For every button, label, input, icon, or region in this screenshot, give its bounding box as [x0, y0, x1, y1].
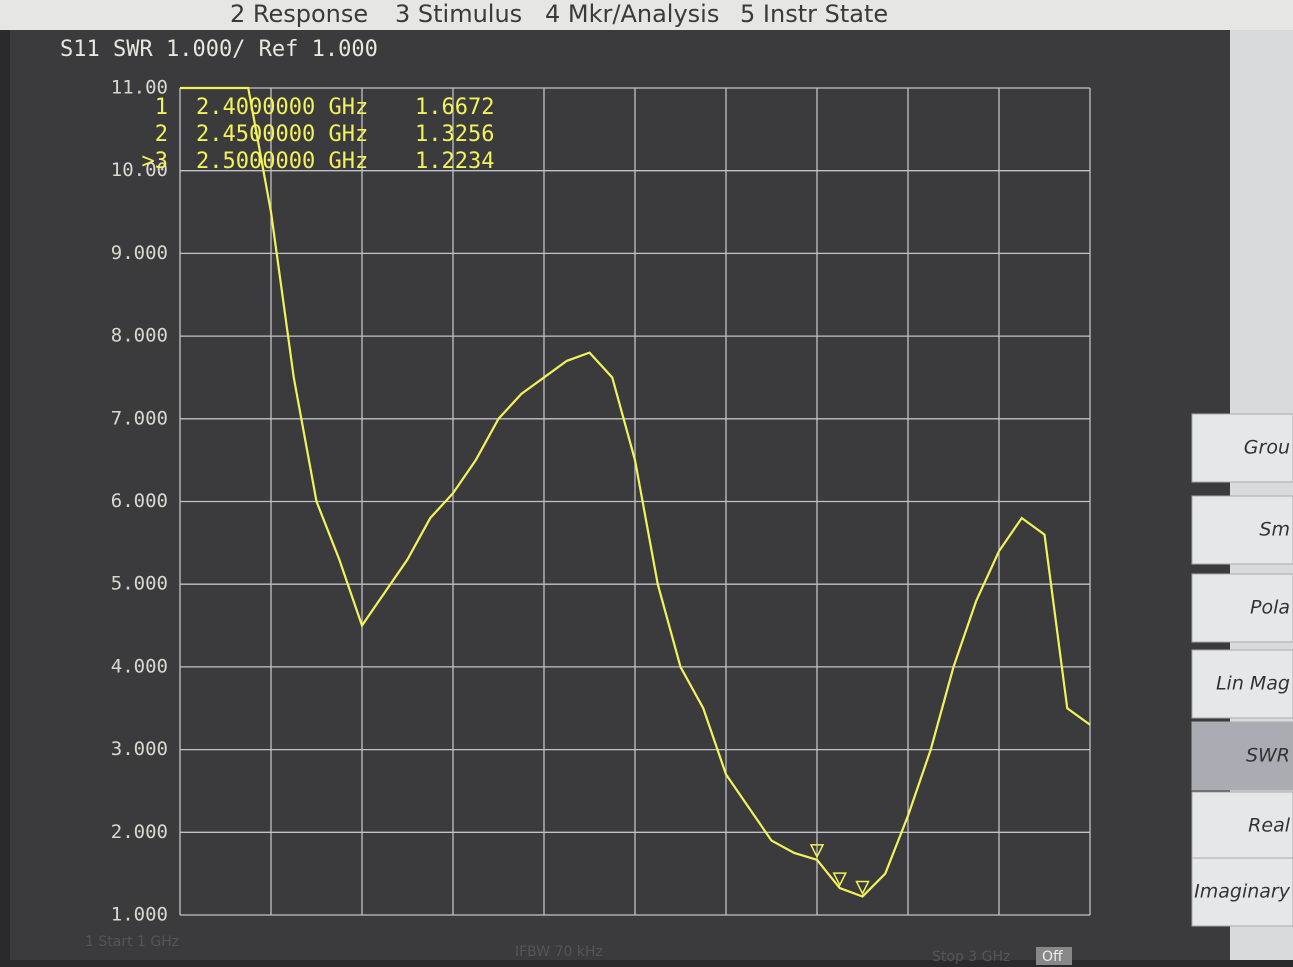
marker-id: 2 [155, 122, 168, 147]
softkey[interactable] [1191, 791, 1293, 861]
softkey[interactable] [1191, 495, 1293, 565]
y-tick-label: 9.000 [111, 242, 168, 264]
softkey-label[interactable]: Grou [1244, 437, 1290, 459]
menu-bar [0, 0, 1293, 30]
y-tick-label: 11.00 [111, 77, 168, 99]
y-tick-label: 1.000 [111, 904, 168, 926]
trace-line [180, 86, 1091, 898]
marker-id: 1 [155, 95, 168, 120]
y-tick-label: 10.00 [111, 159, 168, 181]
softkey-label[interactable]: Real [1248, 815, 1291, 837]
status: Off [1042, 949, 1063, 965]
y-tick-label: 8.000 [111, 325, 168, 347]
ifbw: IFBW 70 kHz [515, 944, 603, 960]
marker-freq: 2.4000000 GHz [196, 95, 368, 120]
menu-item[interactable]: 3 Stimulus [395, 0, 522, 28]
menu-item[interactable]: 2 Response [230, 0, 368, 28]
y-tick-label: 4.000 [111, 655, 168, 677]
marker-triangle [809, 844, 825, 859]
marker-id: >3 [142, 149, 169, 174]
y-tick-label: 2.000 [111, 821, 168, 843]
softkey-label[interactable]: SWR [1246, 745, 1290, 767]
softkey-label[interactable]: Sm [1259, 519, 1290, 541]
softkey-label[interactable]: Pola [1250, 597, 1290, 619]
status-box [1036, 947, 1072, 965]
start-freq: 1 Start 1 GHz [85, 934, 179, 950]
display [10, 30, 1230, 960]
y-tick-label: 6.000 [111, 490, 168, 512]
marker-value: 1.3256 [415, 122, 494, 147]
softkey[interactable] [1191, 573, 1293, 643]
trace-title: S11 SWR 1.000/ Ref 1.000 [60, 37, 378, 62]
marker-value: 1.6672 [415, 95, 494, 120]
y-tick-label: 7.000 [111, 407, 168, 429]
marker-triangle [832, 872, 847, 887]
softkey-label[interactable]: Imaginary [1194, 881, 1291, 903]
softkey[interactable] [1191, 857, 1293, 927]
softkey-label[interactable]: Lin Mag [1216, 673, 1290, 695]
stop-freq: Stop 3 GHz [932, 949, 1010, 965]
marker-freq: 2.5000000 GHz [196, 149, 368, 174]
menu-item[interactable]: 5 Instr State [740, 0, 888, 28]
menu-item[interactable]: 4 Mkr/Analysis [545, 0, 719, 28]
softkey[interactable] [1191, 413, 1293, 483]
marker-value: 1.2234 [415, 149, 494, 174]
y-tick-label: 5.000 [111, 573, 168, 595]
marker-freq: 2.4500000 GHz [196, 122, 368, 147]
softkey[interactable] [1191, 649, 1293, 719]
y-tick-label: 3.000 [111, 738, 168, 760]
softkey[interactable] [1191, 721, 1293, 791]
marker-triangle [855, 880, 870, 896]
